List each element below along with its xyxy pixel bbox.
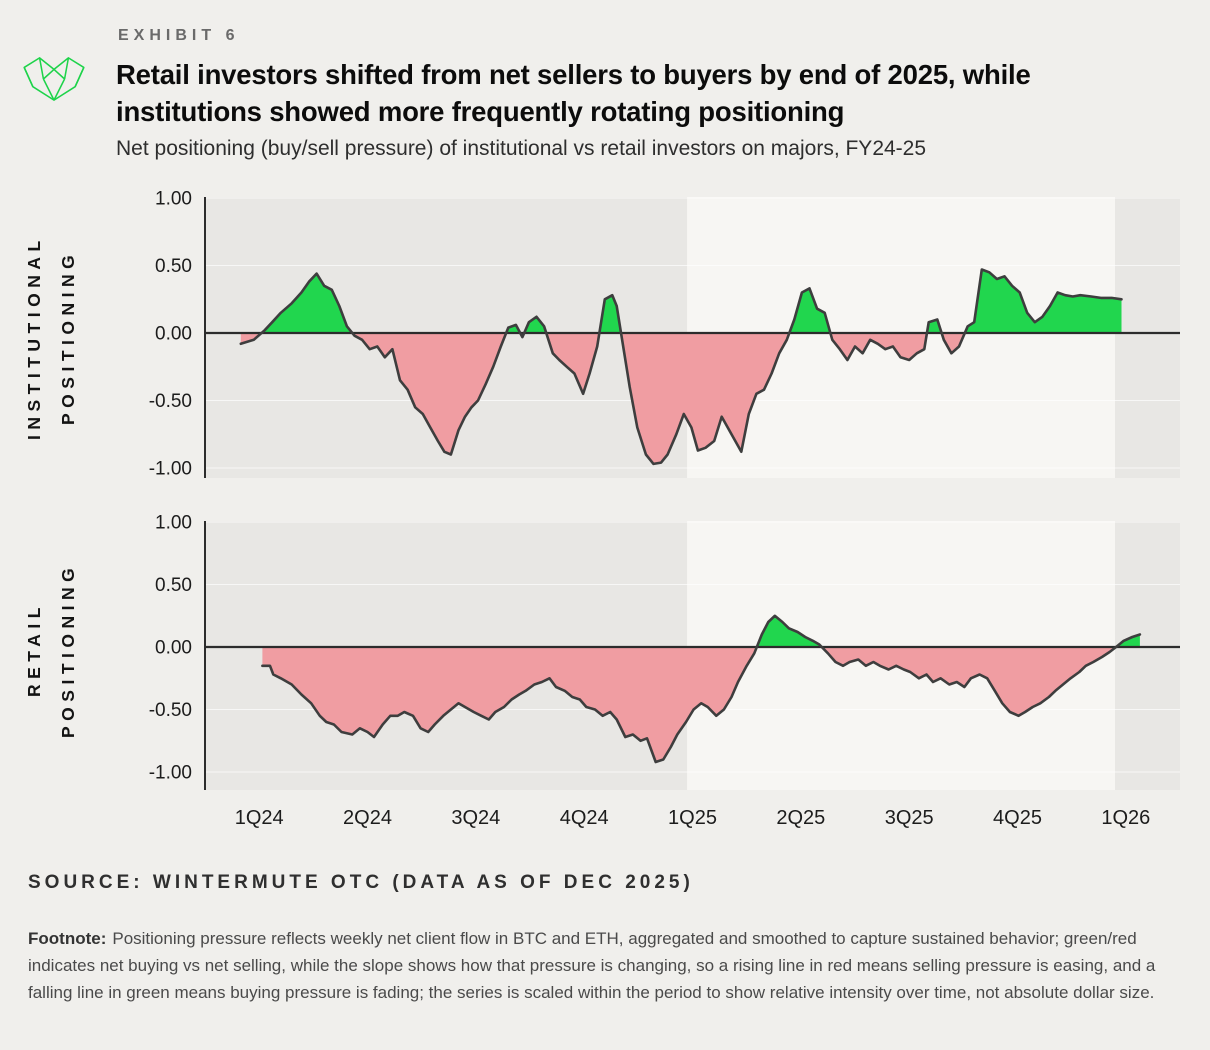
exhibit-label: EXHIBIT 6 — [118, 27, 240, 44]
svg-text:-1.00: -1.00 — [149, 459, 192, 480]
svg-text:2Q24: 2Q24 — [343, 807, 392, 829]
y-axis-label-institutional: INSTITUTIONAL — [24, 235, 44, 440]
svg-text:0.50: 0.50 — [155, 256, 192, 277]
footnote: Footnote: Positioning pressure reflects w… — [28, 925, 1186, 1007]
svg-text:3Q24: 3Q24 — [451, 807, 500, 829]
source-line: SOURCE: WINTERMUTE OTC (DATA AS OF DEC 2… — [28, 872, 694, 893]
svg-text:-0.50: -0.50 — [149, 391, 192, 412]
svg-text:1Q25: 1Q25 — [668, 807, 717, 829]
svg-text:2Q25: 2Q25 — [776, 807, 825, 829]
page-title-line-2: institutions showed more frequently rota… — [116, 96, 845, 127]
wintermute-logo-icon — [23, 57, 85, 101]
svg-text:0.00: 0.00 — [155, 324, 192, 345]
chart-retail-svg: 1.00 0.50 0.00 -0.50 -1.00 1Q24 2Q24 3Q24 4Q24 1Q… — [149, 514, 1180, 829]
footnote-text: Positioning pressure reflects weekly net… — [28, 929, 1156, 1003]
svg-text:4Q25: 4Q25 — [993, 807, 1042, 829]
y-axis-label-retail: RETAIL — [24, 602, 44, 698]
svg-text:1.00: 1.00 — [155, 190, 192, 210]
svg-text:1.00: 1.00 — [155, 514, 192, 534]
y-axis-label-institutional-positioning: POSITIONING — [58, 249, 78, 426]
page-title: Retail investors shifted from net seller… — [116, 56, 1031, 130]
svg-text:0.00: 0.00 — [155, 638, 192, 659]
svg-text:-0.50: -0.50 — [149, 700, 192, 721]
footnote-label: Footnote: — [28, 929, 107, 948]
chart-institutional-svg: 1.00 0.50 0.00 -0.50 -1.00 — [149, 190, 1180, 480]
svg-text:3Q25: 3Q25 — [885, 807, 934, 829]
page-subtitle: Net positioning (buy/sell pressure) of i… — [116, 137, 927, 160]
svg-text:1Q26: 1Q26 — [1101, 807, 1150, 829]
y-axis-label-retail-positioning: POSITIONING — [58, 562, 78, 738]
svg-text:1Q24: 1Q24 — [235, 807, 284, 829]
svg-text:0.50: 0.50 — [155, 575, 192, 596]
svg-text:-1.00: -1.00 — [149, 763, 192, 784]
page-title-line-1: Retail investors shifted from net seller… — [116, 59, 1031, 90]
svg-text:4Q24: 4Q24 — [560, 807, 609, 829]
